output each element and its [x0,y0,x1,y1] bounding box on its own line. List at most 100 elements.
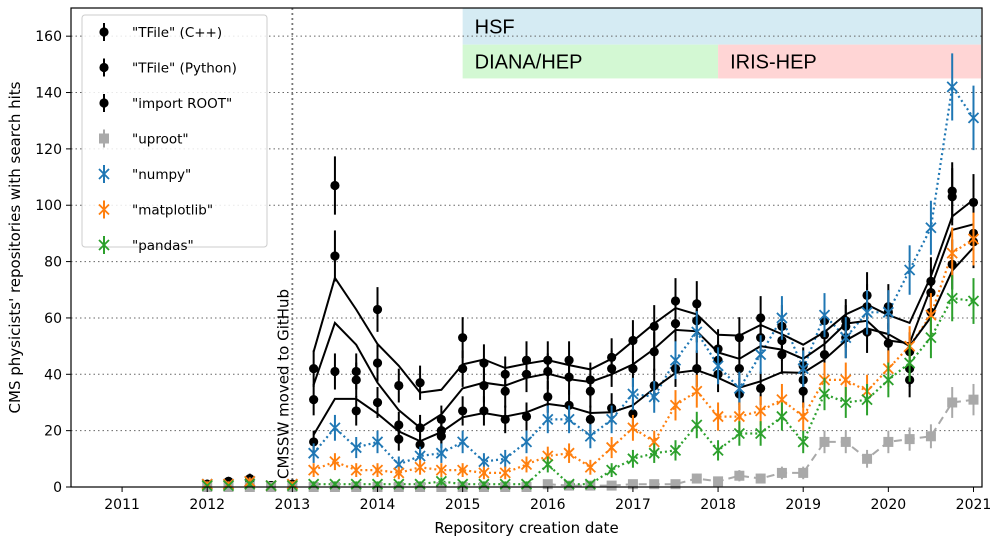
data-point [691,326,703,338]
data-point [712,360,724,372]
data-point [309,395,319,405]
data-point [458,364,468,374]
data-point [458,406,468,416]
data-point [201,479,213,492]
y-tick-label: 0 [53,480,62,496]
data-point [712,444,724,457]
data-point [946,247,958,259]
data-point [585,414,595,424]
data-point [607,364,617,374]
data-point [458,333,468,343]
data-point [840,396,852,409]
data-point [330,180,340,191]
data-point [819,349,830,360]
data-point [500,414,510,424]
data-point [371,436,384,448]
x-tick-label: 2014 [360,497,396,513]
data-point [309,364,319,374]
data-point [435,475,447,488]
band-1 [462,44,719,79]
legend-label: "TFile" (Python) [132,61,237,77]
data-point [478,456,490,468]
data-point [265,479,277,492]
data-point [733,382,745,395]
data-point [351,375,361,385]
data-point [606,413,618,426]
data-point [564,400,574,410]
data-point [627,422,639,434]
band-2 [718,44,981,79]
data-point [479,406,489,416]
data-point [797,436,809,448]
data-point [329,456,341,468]
legend-box [81,14,268,248]
data-point [585,386,595,396]
band-label-0: HSF [475,16,515,38]
data-point [776,394,788,406]
data-point [521,369,532,379]
data-point [542,413,554,426]
data-point [308,447,320,459]
x-tick-label: 2017 [615,497,651,513]
data-point [691,385,703,397]
data-point [606,480,617,491]
legend: "TFile" (C++) "TFile" (Python) "import ROO… [81,14,268,254]
data-point [520,436,533,448]
data-point [861,394,873,406]
data-point [436,431,446,441]
legend-label: "uproot" [132,132,189,148]
data-point [649,321,659,331]
data-point [692,364,702,374]
data-point [734,364,744,374]
data-point [649,347,659,357]
data-point [499,453,511,465]
data-point [521,411,532,422]
data-point [543,366,553,377]
data-point [350,441,362,454]
data-point [628,335,638,346]
y-tick-label: 80 [44,255,62,271]
x-axis-label: Repository creation date [434,519,618,537]
data-point [967,233,980,245]
annotation-layer: CMSSW moved to GitHub [274,8,294,487]
series-trend-2 [312,246,975,443]
data-point [947,397,958,408]
data-point [733,410,745,423]
data-point [478,467,490,479]
data-point [925,222,937,234]
legend-marker [99,27,109,37]
data-point [967,112,980,124]
plot-frame [70,7,983,488]
data-point [777,349,787,360]
data-point [330,366,340,377]
y-tick-label: 20 [44,424,62,440]
data-point [563,413,575,426]
data-point [371,464,384,476]
data-point [946,292,958,304]
data-point [670,296,681,306]
data-point [861,306,873,318]
data-point [393,458,405,471]
legend-label: "numpy" [132,167,191,183]
data-point [904,434,915,445]
data-point [754,405,767,417]
x-tick-label: 2011 [104,497,140,513]
data-point [286,479,299,492]
data-point [648,447,660,459]
data-point [862,453,873,464]
data-point [415,423,425,433]
data-point [564,372,574,382]
data-point [818,309,831,321]
data-point [606,441,618,454]
band-0 [462,8,981,45]
data-point [394,434,404,444]
data-point [457,436,469,448]
data-point [350,464,362,476]
legend-label: "TFile" (C++) [132,25,222,41]
data-point [840,374,852,386]
data-point [329,422,341,434]
series-trend-0 [312,198,975,394]
annotation-text: CMSSW moved to GitHub [274,289,292,479]
data-point [797,410,809,423]
